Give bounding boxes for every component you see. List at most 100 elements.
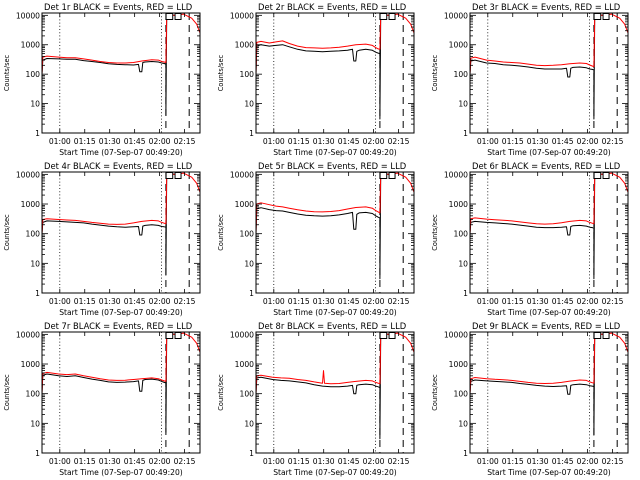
panel-7-y-tick-label: 1 bbox=[35, 449, 40, 458]
panel-7-y-tick-label: 10 bbox=[30, 419, 40, 428]
panel-1-x-tick-label: 01:45 bbox=[124, 137, 146, 146]
panel-9-title: Det 9r BLACK = Events, RED = LLD bbox=[472, 321, 620, 331]
panel-7-x-tick-label: 02:15 bbox=[174, 457, 196, 466]
panel-6-x-tick-label: 01:00 bbox=[477, 297, 499, 306]
panel-2-x-tick-label: 02:15 bbox=[388, 137, 410, 146]
panel-5-y-tick-label: 100 bbox=[240, 230, 255, 239]
panel-3-series-lld bbox=[470, 13, 628, 75]
panel-3-title: Det 3r BLACK = Events, RED = LLD bbox=[472, 2, 620, 12]
panel-2-series-group bbox=[256, 13, 414, 120]
panel-5-gap-box-2 bbox=[388, 172, 396, 179]
panel-3-x-tick-label: 01:00 bbox=[477, 137, 499, 146]
panel-8-y-tick-label: 1 bbox=[249, 449, 254, 458]
panel-6: Det 6r BLACK = Events, RED = LLD Counts/s… bbox=[431, 161, 629, 317]
panel-4-x-tick-label: 02:00 bbox=[149, 297, 171, 306]
panel-3-frame bbox=[469, 12, 629, 134]
panel-8-ylabel: Counts/sec bbox=[217, 374, 225, 411]
panel-4-series-lld bbox=[42, 172, 200, 234]
panel-9-y-tick-label: 10000 bbox=[444, 330, 468, 339]
panel-4: Det 4r BLACK = Events, RED = LLD Counts/s… bbox=[3, 161, 201, 317]
panel-8-x-tick-label: 01:00 bbox=[263, 457, 285, 466]
panel-7-xlabel: Start Time (07-Sep-07 00:49:20) bbox=[59, 468, 183, 477]
panel-4-y-tick-label: 10 bbox=[30, 259, 40, 268]
panel-9-y-tick-label: 100 bbox=[454, 390, 469, 399]
panel-7-gap-box-2 bbox=[174, 332, 182, 339]
panel-1-x-tick-label: 01:15 bbox=[74, 137, 96, 146]
panel-4-y-tick-label: 100 bbox=[26, 230, 41, 239]
panel-8-xlabel: Start Time (07-Sep-07 00:49:20) bbox=[273, 468, 397, 477]
panel-9-y-tick-label: 1000 bbox=[449, 360, 468, 369]
panel-3-x-tick-label: 02:00 bbox=[577, 137, 599, 146]
panel-6-gap-box-1 bbox=[593, 172, 602, 179]
panel-1-title: Det 1r BLACK = Events, RED = LLD bbox=[44, 2, 192, 12]
panel-6-x-tick-label: 02:15 bbox=[602, 297, 624, 306]
panel-1: Det 1r BLACK = Events, RED = LLD Counts/s… bbox=[3, 2, 201, 157]
panel-9-series-events bbox=[470, 333, 605, 436]
panel-3-x-tick-label: 02:15 bbox=[602, 137, 624, 146]
panel-8-x-tick-label: 01:15 bbox=[288, 457, 310, 466]
panel-7-series-events bbox=[42, 333, 177, 433]
panel-1-y-tick-label: 10000 bbox=[16, 11, 40, 20]
panel-4-x-tick-label: 01:30 bbox=[99, 297, 121, 306]
panel-9-x-tick-label: 01:30 bbox=[527, 457, 549, 466]
panel-1-x-tick-label: 01:00 bbox=[49, 137, 71, 146]
panel-2-x-tick-label: 01:30 bbox=[313, 137, 335, 146]
panel-8-y-tick-label: 10000 bbox=[230, 330, 254, 339]
panel-7-y-tick-label: 1000 bbox=[21, 360, 40, 369]
panel-1-ylabel: Counts/sec bbox=[3, 54, 11, 91]
panel-9-series-group bbox=[470, 332, 628, 436]
panel-1-y-tick-label: 1 bbox=[35, 129, 40, 138]
panel-3-xlabel: Start Time (07-Sep-07 00:49:20) bbox=[487, 148, 611, 157]
panel-6-series-lld bbox=[470, 172, 628, 234]
panel-4-y-tick-label: 1 bbox=[35, 289, 40, 298]
panel-7-x-tick-label: 02:00 bbox=[149, 457, 171, 466]
panel-5-gap-box-1 bbox=[379, 172, 388, 179]
panel-6-series-group bbox=[470, 172, 628, 280]
panel-8-frame bbox=[255, 331, 415, 454]
panel-3-y-tick-label: 1 bbox=[463, 129, 468, 138]
panel-9-gap-box-2 bbox=[602, 332, 610, 339]
panel-7-x-tick-label: 01:00 bbox=[49, 457, 71, 466]
panel-4-series-events bbox=[42, 173, 177, 276]
panel-2-frame bbox=[255, 12, 415, 134]
panel-1-series-lld bbox=[42, 13, 200, 75]
panel-5-x-tick-label: 02:15 bbox=[388, 297, 410, 306]
panel-8-y-tick-label: 10 bbox=[244, 419, 254, 428]
panel-9-gap-box-1 bbox=[593, 332, 602, 339]
panel-5-y-tick-label: 10 bbox=[244, 259, 254, 268]
panel-6-series-events bbox=[470, 173, 605, 280]
panel-2-series-lld bbox=[256, 13, 414, 75]
panel-1-frame bbox=[41, 12, 201, 134]
panel-9-y-tick-label: 10 bbox=[458, 419, 468, 428]
panel-8-gap-box-2 bbox=[388, 332, 396, 339]
panel-4-y-tick-label: 1000 bbox=[21, 200, 40, 209]
panel-6-gap-box-2 bbox=[602, 172, 610, 179]
panel-5-x-tick-label: 01:15 bbox=[288, 297, 310, 306]
panel-5-y-tick-label: 10000 bbox=[230, 170, 254, 179]
panel-2: Det 2r BLACK = Events, RED = LLD Counts/s… bbox=[217, 2, 415, 157]
panel-3-series-group bbox=[470, 13, 628, 120]
panel-9-x-tick-label: 02:00 bbox=[577, 457, 599, 466]
panel-5: Det 5r BLACK = Events, RED = LLD Counts/s… bbox=[217, 161, 415, 317]
panel-4-ylabel: Counts/sec bbox=[3, 214, 11, 251]
panel-6-frame bbox=[469, 171, 629, 294]
panel-9-x-tick-label: 02:15 bbox=[602, 457, 624, 466]
panel-4-gap-box-2 bbox=[174, 172, 182, 179]
panel-6-y-tick-label: 1000 bbox=[449, 200, 468, 209]
panel-9-ylabel: Counts/sec bbox=[431, 374, 439, 411]
panel-8-series-lld bbox=[256, 332, 414, 394]
panel-5-x-tick-label: 02:00 bbox=[363, 297, 385, 306]
panel-6-xlabel: Start Time (07-Sep-07 00:49:20) bbox=[487, 308, 611, 317]
panel-2-title: Det 2r BLACK = Events, RED = LLD bbox=[258, 2, 406, 12]
panel-6-ylabel: Counts/sec bbox=[431, 214, 439, 251]
panel-1-series-group bbox=[42, 13, 200, 116]
panel-8-x-tick-label: 02:15 bbox=[388, 457, 410, 466]
panel-3-y-tick-label: 100 bbox=[454, 70, 469, 79]
panel-4-frame bbox=[41, 171, 201, 294]
panel-7-title: Det 7r BLACK = Events, RED = LLD bbox=[44, 321, 192, 331]
panel-3-y-tick-label: 10 bbox=[458, 100, 468, 109]
panel-4-title: Det 4r BLACK = Events, RED = LLD bbox=[44, 161, 192, 171]
panel-2-x-tick-label: 01:00 bbox=[263, 137, 285, 146]
panel-4-x-tick-label: 02:15 bbox=[174, 297, 196, 306]
